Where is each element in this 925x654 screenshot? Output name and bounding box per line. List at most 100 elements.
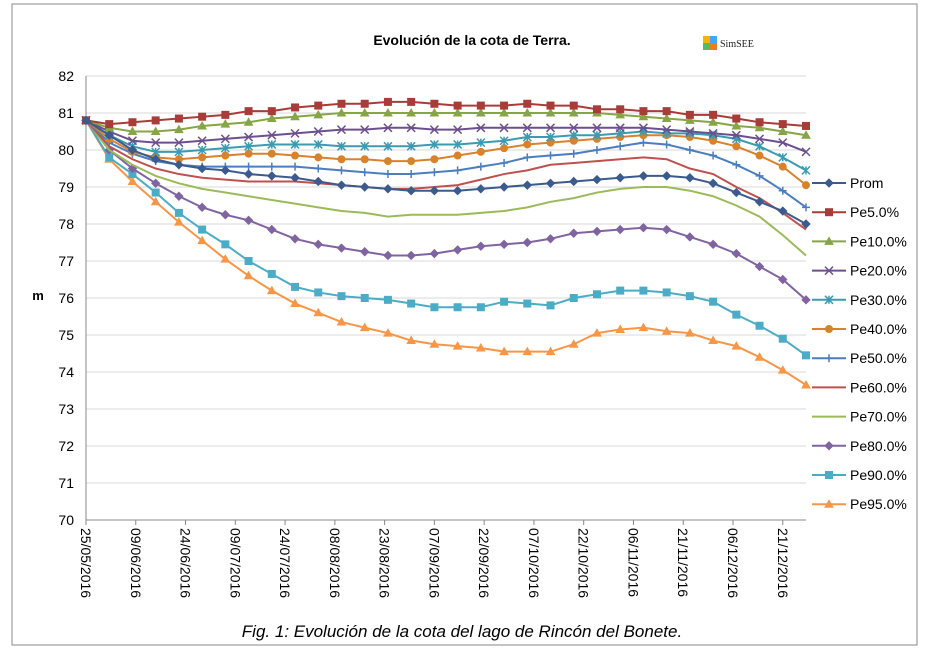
marker — [685, 328, 695, 337]
marker — [336, 125, 347, 135]
legend-label: Pe95.0% — [850, 496, 907, 512]
marker — [360, 294, 369, 302]
series — [81, 115, 811, 305]
marker — [802, 121, 810, 130]
marker — [360, 141, 370, 151]
marker — [220, 143, 230, 153]
marker — [523, 299, 532, 308]
marker — [615, 109, 626, 119]
marker — [313, 139, 323, 149]
marker — [174, 138, 184, 148]
marker — [661, 224, 672, 235]
marker — [453, 125, 463, 135]
marker — [383, 170, 392, 179]
marker — [360, 99, 369, 108]
marker — [290, 139, 300, 149]
marker — [313, 176, 323, 187]
marker — [105, 153, 114, 162]
marker — [197, 120, 207, 130]
series — [85, 119, 807, 257]
marker — [266, 113, 277, 123]
marker — [429, 107, 440, 117]
x-tick-label: 22/10/2016 — [576, 528, 592, 598]
marker — [685, 126, 695, 137]
marker — [221, 151, 230, 160]
series — [81, 115, 811, 229]
marker — [592, 226, 602, 237]
marker — [407, 97, 416, 106]
marker — [731, 130, 741, 140]
marker — [685, 115, 695, 124]
x-tick-label: 07/09/2016 — [426, 528, 442, 598]
marker — [825, 471, 833, 479]
marker — [291, 282, 300, 291]
legend-label: Pe90.0% — [850, 467, 907, 483]
marker — [406, 335, 417, 345]
marker — [383, 141, 393, 151]
series-line — [85, 112, 807, 137]
marker — [476, 303, 485, 312]
marker — [429, 139, 439, 149]
marker — [174, 124, 184, 134]
marker — [336, 180, 347, 190]
y-tick-label: 81 — [58, 105, 74, 121]
series — [81, 107, 811, 139]
marker — [709, 110, 718, 119]
marker — [801, 165, 811, 175]
marker — [383, 157, 392, 166]
marker — [383, 123, 393, 133]
y-tick-label: 70 — [58, 512, 74, 528]
marker — [244, 149, 253, 158]
marker — [824, 178, 834, 188]
logo-square — [710, 36, 717, 43]
series — [85, 119, 807, 231]
marker — [639, 107, 648, 116]
y-tick-label: 75 — [58, 327, 74, 343]
marker — [198, 112, 207, 121]
legend-item: Pe5.0% — [812, 204, 899, 220]
y-tick-label: 78 — [58, 216, 74, 232]
marker — [244, 257, 253, 265]
marker — [545, 346, 556, 356]
x-tick-label: 24/07/2016 — [277, 528, 293, 598]
marker — [475, 342, 486, 352]
logo: SimSEE — [703, 36, 754, 50]
marker — [732, 142, 741, 151]
marker — [754, 197, 765, 207]
marker — [499, 239, 509, 250]
marker — [545, 178, 556, 189]
marker — [476, 184, 486, 194]
marker — [499, 107, 509, 117]
marker — [198, 153, 207, 162]
marker — [452, 107, 463, 117]
marker — [407, 157, 416, 166]
marker — [383, 184, 393, 194]
marker — [546, 151, 555, 160]
marker — [452, 245, 463, 255]
marker — [615, 173, 625, 183]
marker — [476, 147, 485, 156]
marker — [220, 134, 230, 144]
marker — [267, 149, 276, 158]
legend-item: Pe20.0% — [812, 263, 907, 279]
marker — [778, 206, 788, 216]
y-tick-label: 79 — [58, 179, 74, 195]
marker — [708, 128, 718, 138]
marker — [592, 328, 602, 337]
y-tick-label: 72 — [58, 438, 74, 454]
marker — [661, 171, 672, 181]
marker — [662, 288, 671, 297]
marker — [430, 303, 439, 312]
marker — [267, 139, 277, 149]
marker — [174, 160, 184, 170]
legend-label: Pe50.0% — [850, 350, 907, 366]
marker — [615, 224, 625, 235]
marker — [383, 328, 393, 337]
marker — [127, 136, 137, 146]
marker — [429, 339, 440, 348]
series — [82, 116, 810, 360]
marker — [638, 171, 649, 181]
marker — [731, 120, 742, 130]
marker — [545, 123, 556, 133]
marker — [290, 128, 300, 138]
